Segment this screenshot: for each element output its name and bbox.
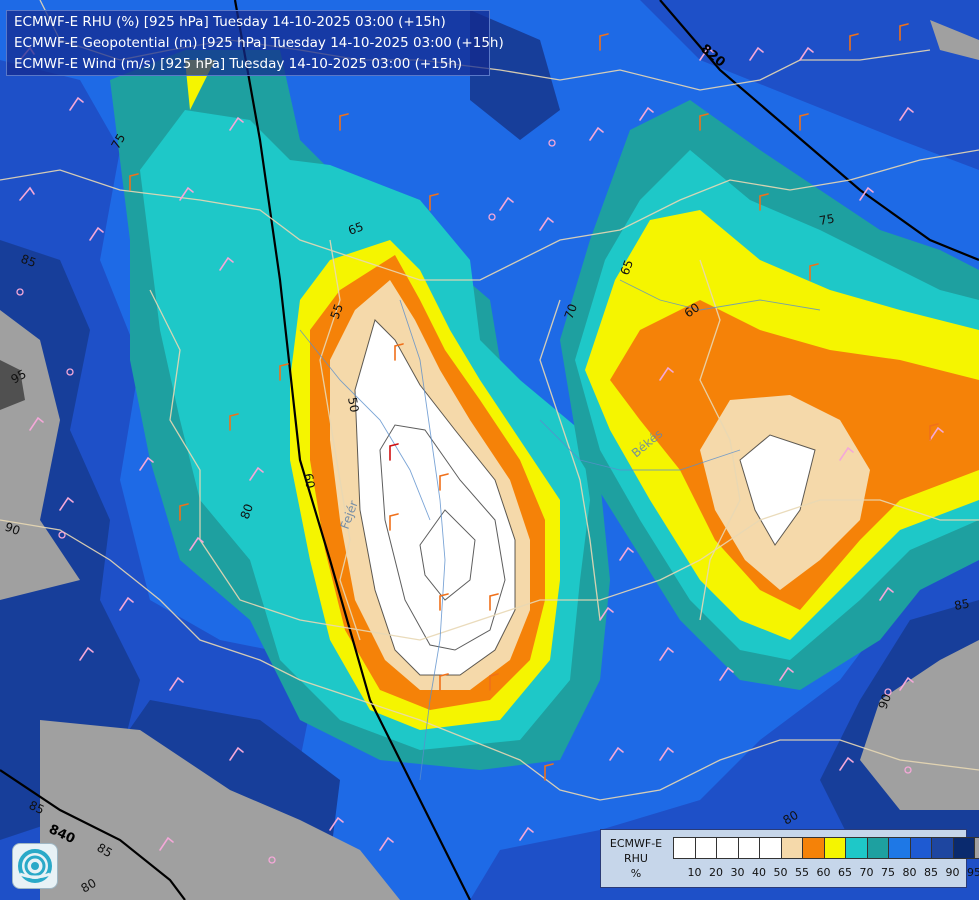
contour-label: 50 [345,396,361,413]
rhu-legend: ECMWF-E RHU % 10 20 30 40 50 55 60 65 70 75 80 85 90… [600,829,979,888]
contour-label: 85 [95,840,115,860]
contour-label: 80 [79,876,99,896]
contour-label: 85 [19,252,38,270]
legend-swatch [845,837,867,859]
title-line-wind: ECMWF-E Wind (m/s) [925 hPa] Tuesday 14-… [14,56,463,72]
contour-label: 95 [9,367,29,387]
legend-tick-label: 90 [945,866,960,879]
contour-label: 60 [301,472,317,489]
legend-title-variable: RHU [624,852,648,865]
rhu-90-band-ne [470,10,560,140]
legend-tick-label: 65 [838,866,852,879]
legend-tick-label: 70 [859,866,874,879]
legend-tick-label: 20 [709,866,723,879]
contour-label: 75 [108,131,128,151]
legend-swatch [974,837,979,859]
legend-swatch [802,837,824,859]
legend-swatch [888,837,910,859]
rhu-100-patch-west [0,360,25,410]
legend-title-model: ECMWF-E [609,837,663,850]
legend-tick-label: 85 [924,866,938,879]
legend-swatch [823,837,845,859]
legend-swatch [931,837,953,859]
contour-label: 80 [238,502,256,521]
rhu-50-core-east [740,435,815,545]
legend-title-unit: % [630,867,642,880]
legend-swatch [716,837,738,859]
legend-swatch [909,837,931,859]
legend-swatch [673,837,695,859]
legend-tick-label: 95 [967,866,979,879]
title-line-geopotential: ECMWF-E Geopotential (m) [925 hPa] Tuesd… [14,35,504,51]
ecmwf-logo-icon [12,843,58,889]
legend-tick-label: 60 [816,866,831,879]
legend-tick-label: 55 [795,866,809,879]
legend-tick-label: 30 [730,866,745,879]
legend-swatch [737,837,759,859]
contour-label: 90 [876,692,894,711]
rhu-95-patch-sw [40,720,400,900]
contour-labels: 75 65 55 50 60 65 70 60 75 85 85 80 90 8… [3,131,971,895]
contour-label: 80 [781,808,801,828]
legend-swatch [952,837,974,859]
legend-tick-label: 75 [881,866,895,879]
wind-barbs [16,23,944,864]
legend-swatch [780,837,802,859]
title-line-rhu: ECMWF-E RHU (%) [925 hPa] Tuesday 14-10-… [14,14,446,30]
rhu-85-band-north [640,0,979,170]
legend-ticks: 1020304050556065707580859095100 [673,866,979,880]
legend-tick-label: 50 [773,866,788,879]
rhu-50-core-west [355,320,515,675]
rivers [299,279,821,781]
rhu-95-patch-top [930,20,979,60]
contour-label: 85 [953,597,970,613]
legend-swatch [759,837,781,859]
rhu-contour-lines [354,319,816,676]
legend-tick-label: 40 [752,866,766,879]
legend-tick-label: 10 [687,866,702,879]
legend-swatch [866,837,888,859]
legend-title: ECMWF-E RHU % [605,836,667,881]
rhu-95-patch-east [860,640,979,810]
contour-label: 70 [562,302,580,321]
contour-label: 90 [3,520,22,538]
legend-swatch [694,837,716,859]
legend-tick-label: 80 [902,866,917,879]
map-title-box: ECMWF-E RHU (%) [925 hPa] Tuesday 14-10-… [6,10,504,76]
contour-label: 85 [27,798,47,817]
contour-label: 65 [346,219,365,237]
legend-swatches [673,837,979,859]
contour-label: 75 [818,212,835,228]
contour-label: 65 [618,258,636,277]
contour-label: 55 [328,302,346,321]
